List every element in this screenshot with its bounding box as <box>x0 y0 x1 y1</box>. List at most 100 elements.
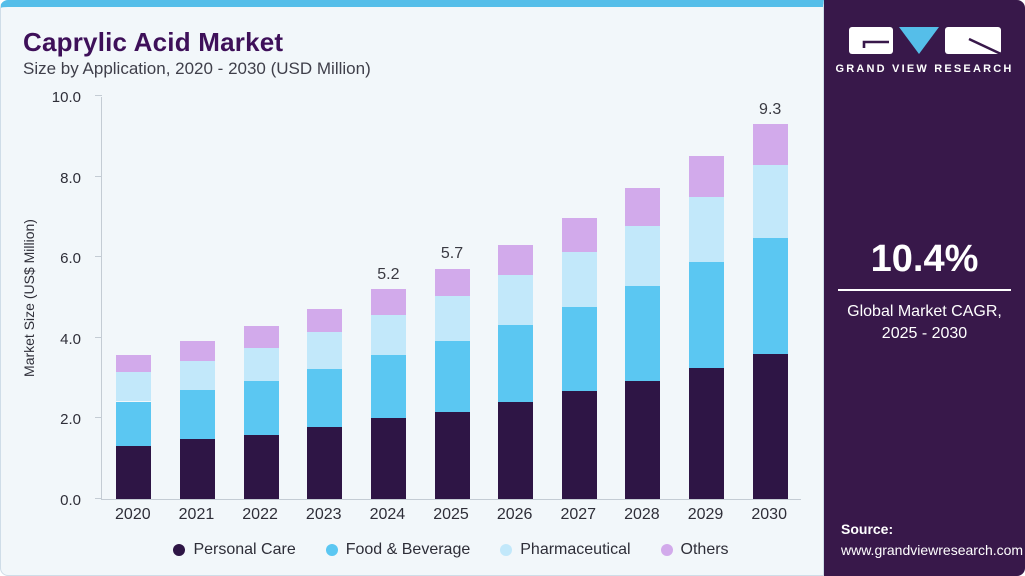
x-axis-labels: 2020 2021 2022 2023 2024 2025 2026 2027 2028 2029… <box>101 506 801 528</box>
x-tick-label: 2025 <box>433 506 469 523</box>
source-label: Source: <box>841 521 894 538</box>
y-tick-label: 10.0 <box>51 89 81 106</box>
chart-panel: Caprylic Acid Market Size by Application… <box>0 0 824 576</box>
bar-total-label: 5.7 <box>440 245 464 263</box>
x-tick-label: 2030 <box>751 506 787 523</box>
bar-segment <box>434 411 470 499</box>
y-tick-mark <box>95 498 102 499</box>
bar-segment <box>370 289 406 315</box>
sidebar: GRAND VIEW RESEARCH 10.4% Global Market … <box>824 0 1025 576</box>
bar-segment <box>689 368 725 499</box>
bar-segment <box>307 368 343 428</box>
brand-name: GRAND VIEW RESEARCH <box>835 63 1014 75</box>
legend-label: Others <box>680 541 729 558</box>
bar-segment <box>625 285 661 381</box>
y-tick-label: 0.0 <box>60 492 81 509</box>
bar-segment <box>689 196 725 263</box>
bar-segment <box>243 380 279 435</box>
x-tick-label: 2022 <box>242 506 278 523</box>
legend: Personal Care Food & Beverage Pharmaceutic… <box>101 541 801 559</box>
x-tick-label: 2028 <box>624 506 660 523</box>
legend-label: Pharmaceutical <box>520 541 631 558</box>
x-tick-label: 2027 <box>560 506 597 523</box>
legend-item: Food & Beverage <box>325 541 471 559</box>
bar-segment <box>307 308 343 333</box>
source-url: www.grandviewresearch.com <box>841 541 1024 558</box>
bar-segment <box>752 165 788 238</box>
x-tick-label: 2020 <box>115 506 151 523</box>
bar-segment <box>116 446 152 499</box>
bar-segment <box>752 124 788 166</box>
y-tick-label: 2.0 <box>60 411 81 429</box>
legend-dot-icon <box>325 544 338 556</box>
bar-segment <box>625 187 661 227</box>
y-tick-mark <box>95 417 102 419</box>
bar-segment <box>370 314 406 356</box>
bar-segment <box>625 380 661 499</box>
bar-segment <box>498 275 534 325</box>
chart-subtitle: Size by Application, 2020 - 2030 (USD Mi… <box>23 59 371 78</box>
bar-segment <box>498 324 534 403</box>
cagr-label-line1: Global Market CAGR, <box>847 303 1002 320</box>
source-block: Source: www.grandviewresearch.com <box>841 519 1023 560</box>
bar-segment <box>179 361 215 391</box>
bar-segment <box>434 296 470 342</box>
legend-dot-icon <box>500 544 513 556</box>
x-tick-label: 2024 <box>369 506 406 523</box>
bar-segment <box>752 237 788 354</box>
legend-item: Pharmaceutical <box>500 541 631 559</box>
bar-segment <box>561 218 597 252</box>
bar-segment <box>689 155 725 197</box>
chart-title: Caprylic Acid Market <box>23 27 284 57</box>
plot-area: 5.2 5.7 9.3 <box>95 95 801 500</box>
bar-segment <box>689 262 725 369</box>
bar-segment <box>116 354 152 373</box>
bar-segment <box>243 325 279 348</box>
bar-segment <box>370 418 406 499</box>
bar-segment <box>561 306 597 392</box>
y-tick-label: 8.0 <box>60 169 81 187</box>
legend-item: Personal Care <box>173 541 296 559</box>
gvr-logo-icon <box>848 27 1001 56</box>
bar-segment <box>561 251 597 307</box>
bar-segment <box>243 434 279 499</box>
bar-segment <box>179 341 215 362</box>
cagr-divider <box>838 289 1011 291</box>
bar-segment <box>179 390 215 440</box>
bar-segment <box>625 226 661 286</box>
bar-segment <box>498 402 534 499</box>
y-axis-labels: 0.0 2.0 4.0 6.0 8.0 10.0 <box>35 89 91 509</box>
bar-segment <box>116 401 152 447</box>
bar-segment <box>307 332 343 369</box>
bar-segment <box>434 341 470 412</box>
bar-segment <box>179 439 215 499</box>
y-tick-mark <box>95 336 102 338</box>
legend-dot-icon <box>660 544 673 556</box>
legend-item: Others <box>660 541 729 559</box>
cagr-block: 10.4% Global Market CAGR, 2025 - 2030 <box>824 238 1025 344</box>
bar-segment <box>243 347 279 381</box>
legend-label: Personal Care <box>193 541 296 558</box>
bar-segment <box>434 268 470 297</box>
cagr-label: Global Market CAGR, 2025 - 2030 <box>838 301 1011 344</box>
x-tick-label: 2023 <box>305 506 342 523</box>
bar-segment <box>307 427 343 499</box>
legend-label: Food & Beverage <box>345 541 471 558</box>
bar-segment <box>752 353 788 499</box>
bar-total-label: 5.2 <box>377 266 400 284</box>
x-tick-label: 2026 <box>496 506 533 523</box>
bar-total-label: 9.3 <box>759 101 782 119</box>
bar-segment <box>498 244 534 276</box>
legend-dot-icon <box>173 544 186 556</box>
x-tick-label: 2029 <box>687 506 724 523</box>
x-tick-label: 2021 <box>178 506 215 523</box>
y-tick-label: 4.0 <box>60 330 81 348</box>
y-tick-mark <box>95 95 102 96</box>
cagr-value: 10.4% <box>870 238 979 280</box>
bar-segment <box>370 355 406 419</box>
bar-segment <box>561 391 597 499</box>
y-tick-mark <box>95 175 102 177</box>
cagr-label-line2: 2025 - 2030 <box>881 324 968 342</box>
y-tick-mark <box>95 256 102 258</box>
